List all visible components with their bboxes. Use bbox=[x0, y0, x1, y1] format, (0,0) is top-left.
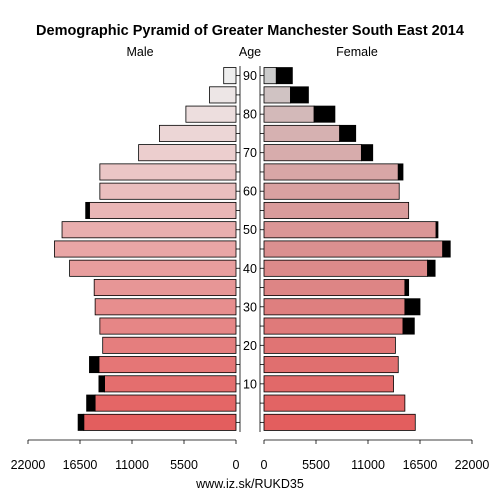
male-x-tick-label: 22000 bbox=[11, 458, 46, 472]
female-x-tick-label: 0 bbox=[261, 458, 268, 472]
male-surplus-bar bbox=[86, 394, 96, 412]
age-tick-label: 20 bbox=[243, 339, 257, 353]
female-bar bbox=[263, 144, 362, 162]
male-bar bbox=[102, 336, 237, 354]
male-surplus-bar bbox=[98, 375, 105, 393]
female-surplus-bar bbox=[404, 279, 410, 297]
female-x-tick-label: 16500 bbox=[403, 458, 438, 472]
male-bar bbox=[69, 259, 237, 277]
age-tick-label: 80 bbox=[243, 108, 257, 122]
age-tick-label: 40 bbox=[243, 262, 257, 276]
female-surplus-bar bbox=[442, 240, 451, 258]
male-label: Male bbox=[126, 45, 153, 59]
male-x-tick-label: 16500 bbox=[63, 458, 98, 472]
male-bars bbox=[54, 67, 237, 431]
male-bar bbox=[98, 356, 237, 374]
female-surplus-bar bbox=[275, 67, 293, 85]
age-tick-label: 70 bbox=[243, 146, 257, 160]
age-tick-label: 10 bbox=[243, 377, 257, 391]
male-bar bbox=[83, 413, 237, 431]
female-bar bbox=[263, 279, 406, 297]
age-tick-label: 50 bbox=[243, 223, 257, 237]
male-bar bbox=[89, 201, 237, 219]
male-bar bbox=[138, 144, 237, 162]
female-label: Female bbox=[336, 45, 378, 59]
female-surplus-bar bbox=[402, 317, 415, 335]
male-bar bbox=[209, 86, 237, 104]
female-bar bbox=[263, 336, 396, 354]
age-label: Age bbox=[239, 45, 261, 59]
age-tick-label: 30 bbox=[243, 300, 257, 314]
female-surplus-bar bbox=[404, 298, 421, 316]
female-bar bbox=[263, 240, 444, 258]
male-bar bbox=[159, 124, 237, 142]
female-bar bbox=[263, 259, 428, 277]
female-bar bbox=[263, 86, 291, 104]
female-x-tick-label: 22000 bbox=[455, 458, 490, 472]
female-bar bbox=[263, 298, 406, 316]
male-bar bbox=[99, 163, 237, 181]
female-bar bbox=[263, 201, 410, 219]
male-x-tick-label: 11000 bbox=[115, 458, 149, 472]
axes: 10 20 30 40 50 60 70 80 90 22000 16500 11000 5500 0 0 5… bbox=[11, 66, 490, 472]
source-label: www.iz.sk/RUKD35 bbox=[195, 477, 304, 491]
male-bar bbox=[61, 221, 237, 239]
female-x-tick-label: 11000 bbox=[351, 458, 385, 472]
male-surplus-bar bbox=[85, 201, 90, 219]
female-surplus-bar bbox=[360, 144, 374, 162]
female-bar bbox=[263, 105, 315, 123]
female-surplus-bar bbox=[339, 124, 357, 142]
age-tick-label: 60 bbox=[243, 185, 257, 199]
male-bar bbox=[99, 317, 237, 335]
chart-title: Demographic Pyramid of Greater Mancheste… bbox=[36, 23, 464, 39]
male-x-tick-label: 5500 bbox=[170, 458, 198, 472]
male-bar bbox=[93, 279, 237, 297]
male-bar bbox=[54, 240, 237, 258]
female-bar bbox=[263, 163, 399, 181]
male-bar bbox=[104, 375, 237, 393]
female-surplus-bar bbox=[313, 105, 336, 123]
male-bar bbox=[185, 105, 237, 123]
male-bar bbox=[94, 394, 237, 412]
female-bar bbox=[263, 221, 437, 239]
female-x-tick-label: 5500 bbox=[302, 458, 330, 472]
female-surplus-bar bbox=[427, 259, 436, 277]
female-bar bbox=[263, 413, 416, 431]
female-bar bbox=[263, 317, 404, 335]
female-surplus-bar bbox=[435, 221, 439, 239]
male-surplus-bar bbox=[77, 413, 85, 431]
female-bar bbox=[263, 394, 406, 412]
male-x-tick-label: 0 bbox=[233, 458, 240, 472]
male-bar bbox=[223, 67, 237, 85]
female-bar bbox=[263, 182, 400, 200]
male-surplus-bar bbox=[89, 356, 100, 374]
female-bars bbox=[263, 67, 451, 431]
age-tick-label: 90 bbox=[243, 69, 257, 83]
female-surplus-bar bbox=[290, 86, 309, 104]
female-surplus-bar bbox=[397, 163, 404, 181]
female-bar bbox=[263, 356, 399, 374]
male-bar bbox=[99, 182, 237, 200]
female-bar bbox=[263, 67, 277, 85]
male-bar bbox=[94, 298, 237, 316]
female-bar bbox=[263, 375, 394, 393]
female-bar bbox=[263, 124, 341, 142]
